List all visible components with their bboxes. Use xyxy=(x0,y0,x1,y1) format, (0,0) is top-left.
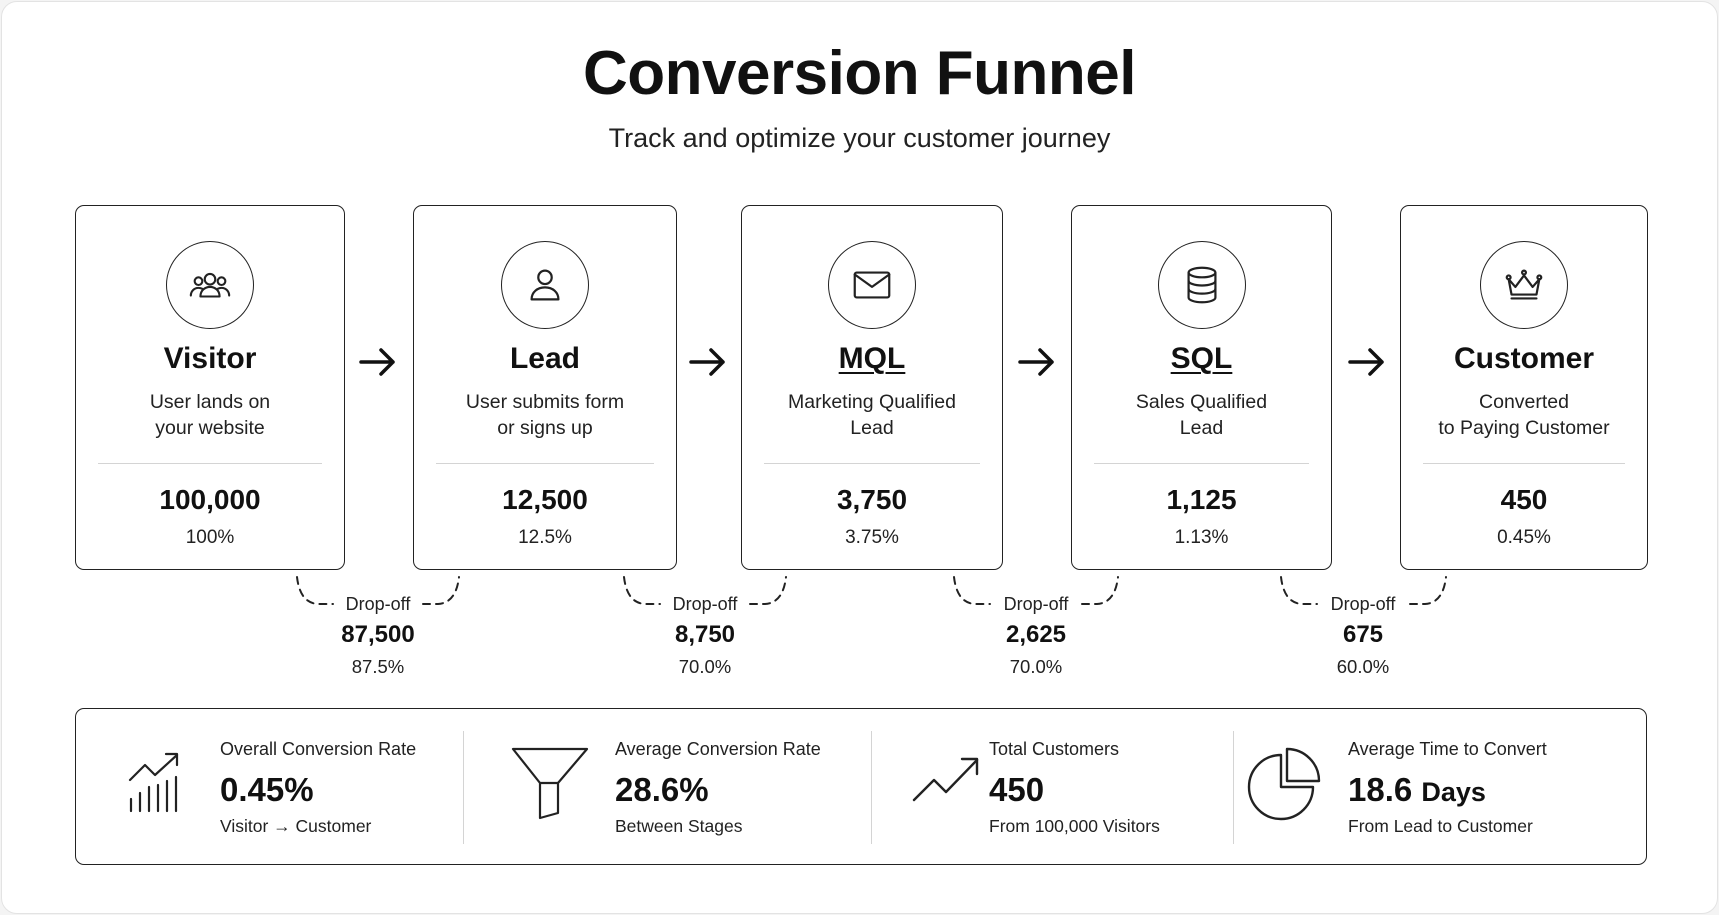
stage-description: User lands on your website xyxy=(149,391,271,439)
stage-name: Customer xyxy=(1453,342,1595,375)
flow-arrow-icon xyxy=(689,348,725,376)
stage-icon-circle xyxy=(166,241,254,329)
stat-total-customers: Total Customers 450 From 100,000 Visitor… xyxy=(874,709,1236,864)
stat-label: Average Time to Convert xyxy=(1348,739,1547,759)
stat-subtext: From Lead to Customer xyxy=(1348,816,1533,836)
stat-value: 28.6% xyxy=(615,771,709,808)
dropoff-count: 2,625 xyxy=(1005,621,1067,648)
pie-chart-icon xyxy=(1247,747,1321,821)
stage-count: 3,750 xyxy=(836,484,908,515)
crown-icon xyxy=(1505,269,1543,300)
stage-percent: 100% xyxy=(185,527,235,548)
stat-divider xyxy=(871,731,872,844)
stage-percent: 1.13% xyxy=(1174,527,1229,548)
page-subtitle: Track and optimize your customer journey xyxy=(608,123,1111,153)
flow-arrow-icon xyxy=(1348,348,1384,376)
stage-description: Converted to Paying Customer xyxy=(1438,391,1610,439)
stage-icon-circle xyxy=(828,241,916,329)
page-title: Conversion Funnel xyxy=(583,39,1136,108)
stat-subtext: From 100,000 Visitors xyxy=(989,816,1160,836)
mail-icon xyxy=(853,271,891,299)
stage-card-mql: MQL Marketing Qualified Lead 3,750 3.75% xyxy=(741,205,1003,570)
user-icon xyxy=(530,269,560,301)
stage-description: Marketing Qualified Lead xyxy=(788,391,956,439)
stage-name: Lead xyxy=(509,342,581,375)
stage-percent: 12.5% xyxy=(518,527,572,548)
stats-panel: Overall Conversion Rate 0.45% Visitor → … xyxy=(75,708,1647,865)
funnel-icon xyxy=(511,747,589,820)
database-icon xyxy=(1186,266,1217,304)
stage-description: Sales Qualified Lead xyxy=(1135,391,1268,439)
stage-count: 1,125 xyxy=(1166,484,1237,515)
dropoff-count: 87,500 xyxy=(341,621,415,648)
stat-label: Total Customers xyxy=(989,739,1120,759)
flow-arrow-icon xyxy=(1018,348,1054,376)
stage-name: MQL xyxy=(838,342,906,375)
stat-divider xyxy=(1233,731,1234,844)
dropoff-percent: 87.5% xyxy=(351,656,405,677)
stage-divider xyxy=(436,463,654,464)
dropoff-percent: 60.0% xyxy=(1336,656,1390,677)
stage-count: 450 xyxy=(1500,484,1548,515)
growth-bars-icon xyxy=(128,752,179,813)
dropoff-count: 675 xyxy=(1342,621,1384,648)
dropoff-label: Drop-off xyxy=(1003,594,1069,614)
stage-divider xyxy=(764,463,980,464)
stage-name: SQL xyxy=(1170,342,1233,375)
stat-average-conversion: Average Conversion Rate 28.6% Between St… xyxy=(466,709,871,864)
dropoff-count: 8,750 xyxy=(674,621,736,648)
stat-overall-conversion: Overall Conversion Rate 0.45% Visitor → … xyxy=(76,709,466,864)
stage-card-visitor: Visitor User lands on your website 100,00… xyxy=(75,205,345,570)
stat-subtext: Between Stages xyxy=(615,816,743,836)
stage-card-lead: Lead User submits form or signs up 12,500… xyxy=(413,205,677,570)
stage-divider xyxy=(1094,463,1309,464)
stage-divider xyxy=(98,463,322,464)
stage-card-sql: SQL Sales Qualified Lead 1,125 1.13% xyxy=(1071,205,1332,570)
stage-percent: 3.75% xyxy=(845,527,899,548)
stat-subtext: Visitor → Customer xyxy=(220,816,372,836)
stage-divider xyxy=(1423,463,1625,464)
stat-divider xyxy=(463,731,464,844)
stage-icon-circle xyxy=(1157,241,1246,329)
stage-count: 12,500 xyxy=(502,484,588,515)
stage-percent: 0.45% xyxy=(1497,527,1551,548)
trend-up-icon xyxy=(912,757,979,802)
dropoff-label: Drop-off xyxy=(1330,594,1396,614)
stat-average-time: Average Time to Convert 18.6 Days From L… xyxy=(1236,709,1646,864)
dropoff-percent: 70.0% xyxy=(1009,656,1063,677)
stage-icon-circle xyxy=(1480,241,1568,329)
stat-value: 450 xyxy=(989,771,1045,808)
stat-value: 18.6 Days xyxy=(1348,771,1486,808)
stage-card-customer: Customer Converted to Paying Customer 450… xyxy=(1400,205,1648,570)
flow-arrow-icon xyxy=(359,348,395,376)
stage-count: 100,000 xyxy=(159,484,261,515)
stage-description: User submits form or signs up xyxy=(465,391,625,439)
stage-name: Visitor xyxy=(163,342,257,375)
users-icon xyxy=(189,272,231,298)
stat-label: Overall Conversion Rate xyxy=(220,739,417,759)
stat-value: 0.45% xyxy=(220,771,314,808)
dropoff-label: Drop-off xyxy=(672,594,738,614)
stat-label: Average Conversion Rate xyxy=(615,739,821,759)
dropoff-label: Drop-off xyxy=(345,594,411,614)
dropoff-percent: 70.0% xyxy=(678,656,732,677)
stage-icon-circle xyxy=(501,241,589,329)
